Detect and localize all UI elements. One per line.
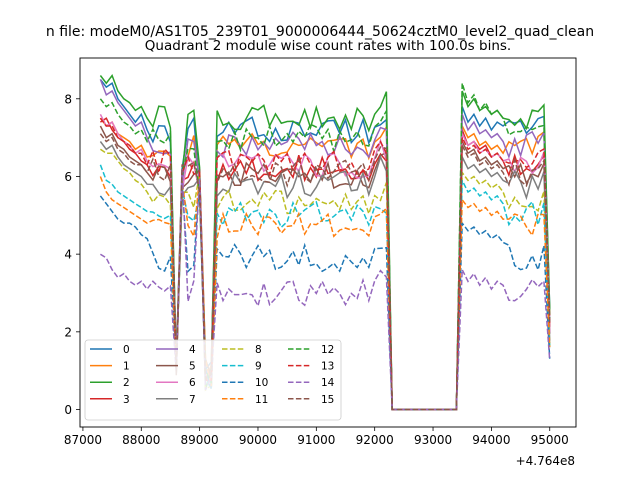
legend-label: 9 [255,361,262,373]
legend-label: 11 [255,394,268,406]
legend-label: 4 [189,344,196,356]
legend-label: 14 [321,377,335,389]
legend-label: 3 [123,394,130,406]
legend-label: 5 [189,361,196,373]
x-tick-label: 92000 [356,433,394,447]
chart-title: Quadrant 2 module wise count rates with … [145,38,511,54]
x-tick-label: 90000 [239,433,277,447]
x-tick-label: 94000 [472,433,510,447]
plot-frame [79,57,577,428]
x-offset-label: +4.764e8 [516,454,575,468]
legend-label: 13 [321,361,334,373]
legend-label: 2 [123,377,130,389]
y-tick-label: 6 [64,170,72,184]
legend-box [84,339,342,421]
y-tick-label: 4 [64,248,72,262]
figure-suptitle: n file: modeM0/AS1T05_239T01_9000006444_… [46,24,594,40]
legend-label: 8 [255,344,262,356]
legend-label: 10 [255,377,268,389]
legend-label: 0 [123,344,130,356]
legend-label: 7 [189,394,196,406]
legend-label: 15 [321,394,334,406]
x-tick-label: 95000 [531,433,569,447]
axis-layer: 87000 88000 89000 90000 91000 92000 93000 94000… [64,92,569,447]
y-tick-label: 2 [64,325,72,339]
series-line-13 [99,117,551,411]
x-tick-label: 89000 [181,433,219,447]
x-tick-label: 87000 [64,433,102,447]
legend-label: 1 [123,361,130,373]
legend-label: 12 [321,344,334,356]
y-tick-label: 8 [64,92,72,106]
x-tick-label: 91000 [297,433,335,447]
x-tick-label: 88000 [122,433,160,447]
y-tick-label: 0 [64,403,72,417]
legend-label: 6 [189,377,196,389]
x-tick-label: 93000 [414,433,452,447]
